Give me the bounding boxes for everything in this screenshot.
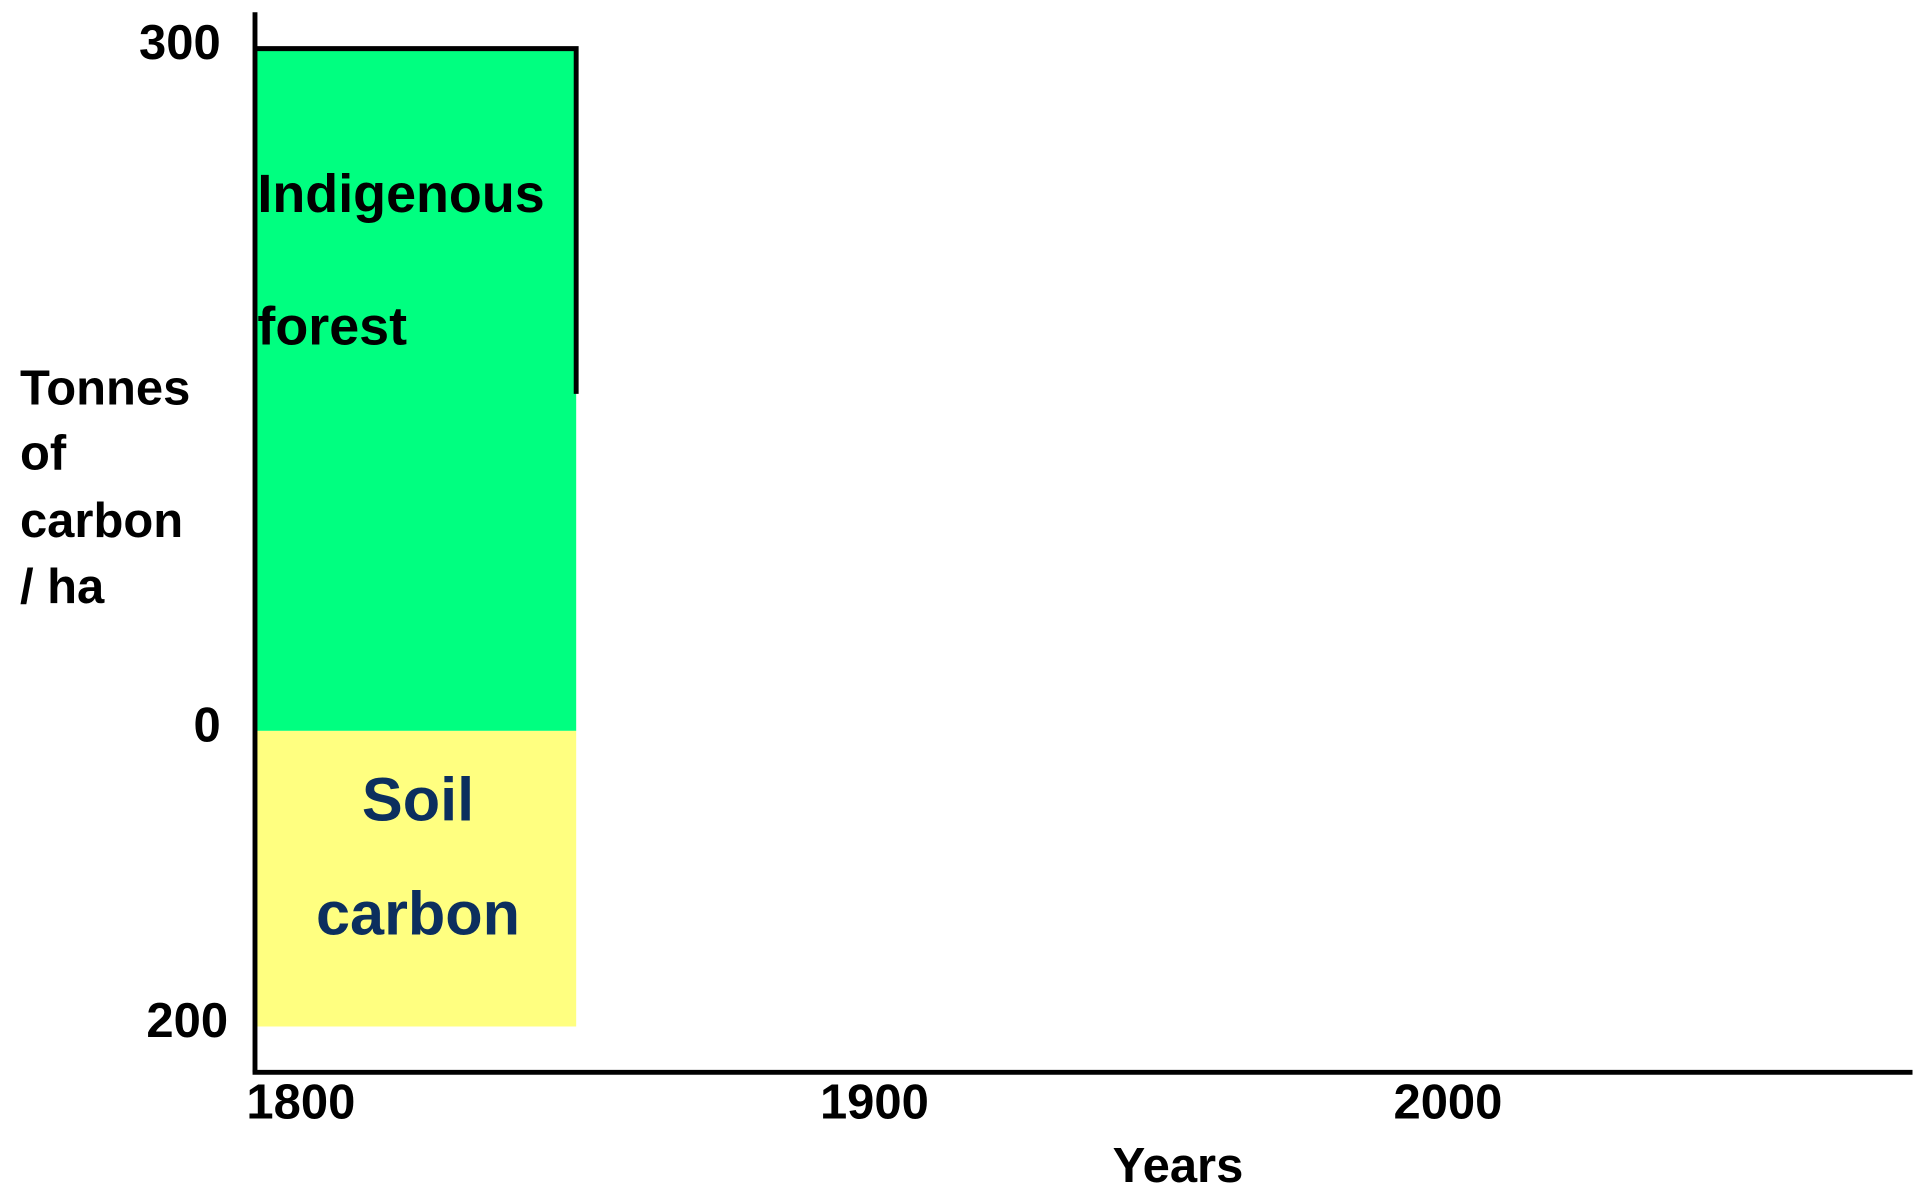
x-tick-label: 2000 [1393, 1075, 1502, 1129]
area [254, 730, 577, 1027]
annotation: forest [257, 296, 407, 356]
x-tick-label: 1900 [820, 1075, 929, 1129]
y-tick-label: 0 [193, 698, 220, 752]
area [254, 48, 577, 731]
annotation: Soil [362, 765, 474, 833]
y-axis-label: carbon [20, 494, 183, 548]
x-tick-label: 1800 [246, 1075, 355, 1129]
area-outline [254, 46, 579, 394]
y-tick-label: 300 [139, 16, 221, 70]
x-axis-label: Years [1113, 1139, 1244, 1193]
y-axis-label: / ha [20, 560, 105, 614]
y-axis-label: Tonnes [20, 362, 190, 416]
annotation: carbon [316, 879, 520, 947]
y-tick-label: 200 [146, 994, 228, 1048]
y-axis-label: of [20, 427, 67, 481]
annotation: Indigenous [257, 164, 544, 224]
